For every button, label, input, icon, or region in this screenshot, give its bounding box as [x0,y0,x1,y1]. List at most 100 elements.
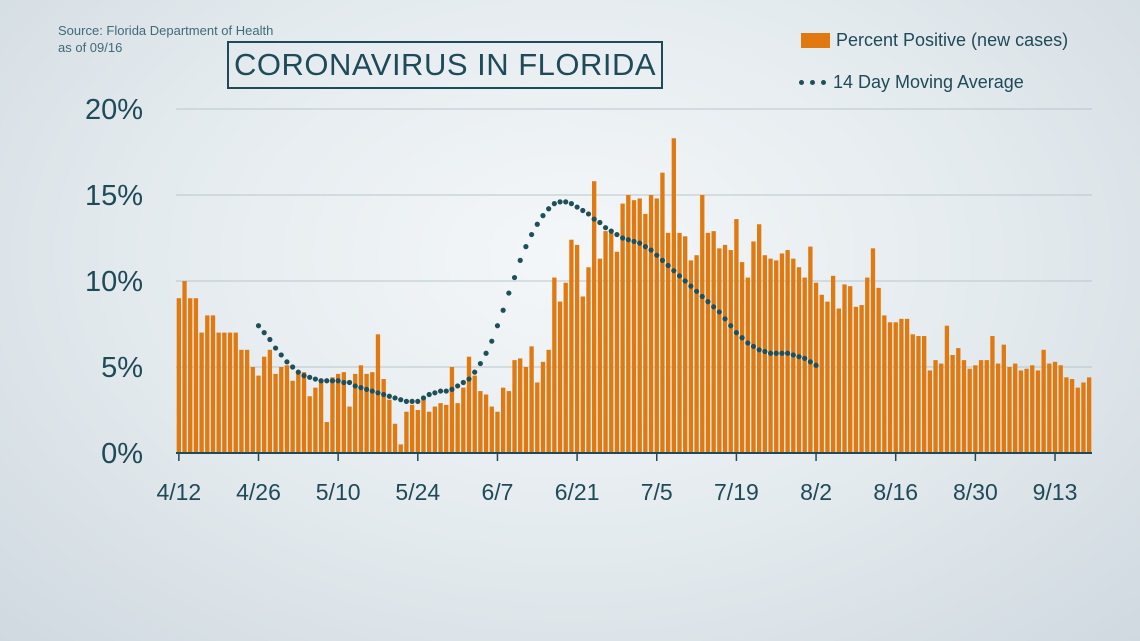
bar [216,332,221,453]
moving-average-point [528,231,535,238]
bar [364,373,369,453]
x-tick-label: 9/13 [1033,479,1078,505]
bar [842,284,847,453]
moving-average-point [290,364,296,370]
bar [472,375,477,453]
bar [392,423,398,453]
moving-average-point [358,385,364,391]
moving-average-point [409,398,415,404]
legend-item-moving-average: 14 Day Moving Average [799,72,1024,93]
bar [387,399,392,453]
bar [296,370,301,453]
moving-average-point [676,273,683,279]
moving-average-point [267,336,273,343]
moving-average-point [494,323,501,329]
bar [848,286,853,453]
x-tick-label: 6/7 [481,479,513,505]
bar [256,375,261,453]
bar [432,406,438,453]
bar [205,315,210,453]
moving-average-point [637,240,643,246]
bar [620,203,625,453]
bar [961,360,967,453]
x-tick-label: 5/10 [316,479,361,505]
bar [324,422,329,453]
moving-average-point [648,247,654,253]
bar [1035,370,1041,453]
moving-average-point [329,378,336,384]
bar [1030,365,1035,453]
x-tick-label: 4/26 [236,479,281,505]
bar [1024,368,1029,453]
x-tick-label: 8/2 [800,479,832,505]
moving-average-point [790,352,796,358]
bar [552,277,557,453]
bar [973,365,978,453]
bar [865,277,870,453]
moving-average-point [625,237,631,243]
legend-label-moving-average: 14 Day Moving Average [833,72,1024,92]
bar [614,251,620,453]
bar [631,200,637,453]
bar [904,318,910,453]
moving-average-point [563,199,569,205]
bar [734,219,739,453]
bar [427,411,432,453]
moving-average-point [551,201,557,207]
moving-average-point [432,390,438,396]
moving-average-point [773,350,779,356]
bar [529,346,534,453]
bar [188,298,193,453]
bar [495,411,500,453]
moving-average-point [620,235,626,241]
moving-average-series [255,199,819,404]
bar [711,231,716,453]
moving-average-point [722,316,728,322]
bar [409,404,415,453]
bar [569,239,574,453]
bar [307,396,312,453]
moving-average-point [318,378,324,384]
bar [262,356,267,453]
moving-average-point [437,388,444,394]
bar [546,349,551,453]
source-line: Source: Florida Department of Health [58,23,274,38]
bar [757,224,762,453]
moving-average-point [301,373,307,379]
bar [353,373,358,453]
bar [540,361,546,453]
bar [176,298,182,453]
bar [227,332,233,453]
bar [318,379,324,453]
moving-average-point [546,206,552,212]
bar-series [176,138,1092,454]
bar [279,367,284,453]
moving-average-point [779,350,785,356]
bar [916,336,921,453]
source-note: Source: Florida Department of Health as … [58,22,273,56]
moving-average-point [745,340,751,346]
bar [500,387,506,453]
bar [210,315,216,453]
moving-average-point [733,330,740,336]
moving-average-point [602,225,609,231]
bar [330,377,335,453]
bar [239,349,244,453]
bar [683,236,688,453]
moving-average-point [813,362,819,368]
x-tick-label: 8/30 [953,479,998,505]
bar [1001,344,1006,453]
moving-average-point [728,323,734,329]
bar [967,368,972,453]
x-tick-label: 7/5 [641,479,673,505]
bar [341,372,347,453]
bar [739,262,745,453]
moving-average-point [381,391,387,398]
bar [643,213,648,453]
moving-average-point [272,345,279,351]
moving-average-point [585,211,592,217]
bar [244,349,250,453]
moving-average-point [506,290,512,296]
bar [933,360,938,453]
moving-average-point [426,391,432,398]
